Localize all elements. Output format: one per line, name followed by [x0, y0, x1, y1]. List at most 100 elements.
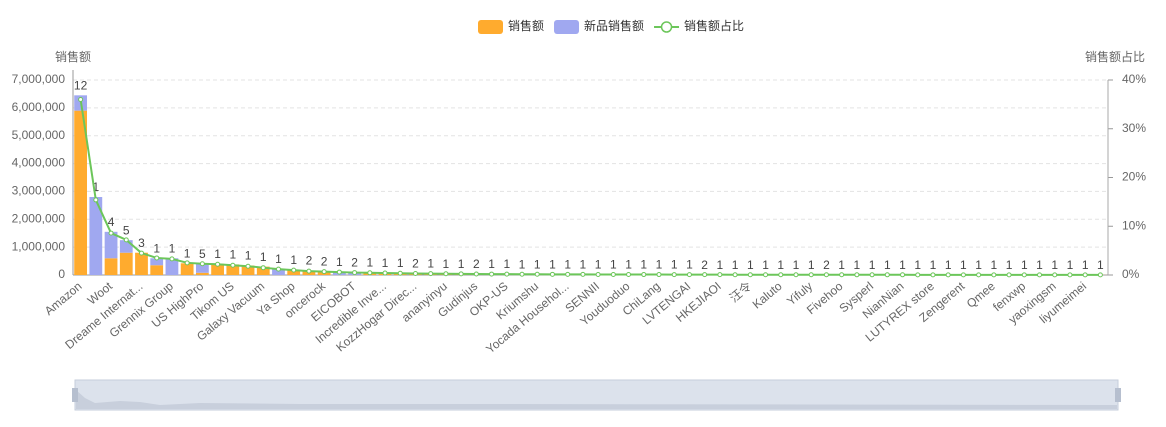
y-tick-label: 0 [58, 267, 65, 281]
y-tick-label: 5,000,000 [12, 128, 66, 142]
count-label: 1 [610, 258, 617, 272]
line-point [1082, 272, 1088, 278]
count-label: 1 [960, 258, 967, 272]
bar [89, 197, 103, 275]
line-point [108, 230, 114, 236]
count-label: 1 [793, 258, 800, 272]
bar [74, 110, 88, 276]
count-label: 1 [229, 248, 236, 262]
y2-tick-label: 30% [1122, 121, 1146, 135]
bar [195, 272, 209, 275]
count-label: 1 [945, 258, 952, 272]
count-label: 1 [427, 257, 434, 271]
line-point [869, 272, 875, 278]
count-label: 1 [747, 258, 754, 272]
line-point [808, 272, 814, 278]
line-point [656, 272, 662, 278]
count-label: 1 [245, 249, 252, 263]
count-label: 1 [92, 180, 99, 194]
line-point [123, 237, 129, 243]
line-point [580, 271, 586, 277]
line-point [976, 272, 982, 278]
legend-swatch [554, 20, 580, 34]
zoom-handle[interactable] [72, 388, 78, 402]
line-point [884, 272, 890, 278]
line-point [732, 272, 738, 278]
y2-tick-label: 0% [1122, 267, 1140, 281]
count-label: 1 [275, 252, 282, 266]
line-point [671, 272, 677, 278]
count-label: 5 [123, 223, 130, 237]
legend-label: 销售额 [508, 18, 544, 33]
count-label: 1 [640, 258, 647, 272]
legend-swatch [660, 21, 673, 33]
line-point [1097, 272, 1103, 278]
line-point [565, 271, 571, 277]
count-label: 1 [458, 257, 465, 271]
line-point [763, 272, 769, 278]
line-point [443, 271, 449, 277]
line-point [336, 269, 342, 275]
line-point [823, 272, 829, 278]
line-point [352, 270, 358, 276]
line-point [900, 272, 906, 278]
data-zoom[interactable] [72, 379, 1121, 411]
line-point [626, 272, 632, 278]
count-label: 1 [869, 258, 876, 272]
count-label: 1 [884, 258, 891, 272]
count-label: 1 [717, 258, 724, 272]
line-point [534, 271, 540, 277]
bar [211, 263, 224, 275]
line-point [78, 97, 84, 102]
count-label: 1 [930, 258, 937, 272]
line-point [839, 272, 845, 278]
count-label: 1 [1082, 258, 1089, 272]
count-label: 2 [473, 257, 480, 271]
y-tick-label: 3,000,000 [12, 184, 66, 198]
count-label: 5 [199, 247, 206, 261]
line-point [930, 272, 936, 278]
bar [226, 264, 240, 275]
bar [195, 263, 209, 273]
bar [256, 266, 270, 275]
count-label: 2 [823, 258, 830, 272]
bar [135, 252, 148, 275]
legend-swatch [478, 20, 503, 34]
line-point [245, 263, 251, 269]
line-point [686, 272, 692, 278]
x-tick-label: Kaluto [750, 279, 785, 312]
count-label: 4 [108, 215, 115, 229]
count-label: 12 [74, 78, 88, 92]
line-point [230, 262, 236, 268]
line-point [397, 270, 403, 276]
count-label: 1 [991, 258, 998, 272]
bar [150, 265, 164, 275]
count-label: 1 [443, 257, 450, 271]
count-label: 1 [290, 253, 297, 267]
line-point [489, 271, 495, 277]
bar [150, 258, 164, 266]
line-point [382, 270, 388, 276]
y2-tick-label: 10% [1122, 218, 1146, 232]
bar [104, 231, 118, 259]
count-label: 1 [625, 258, 632, 272]
count-label: 1 [519, 257, 526, 271]
line-point [549, 271, 555, 277]
line-point [519, 271, 525, 277]
count-label: 1 [854, 258, 861, 272]
line-point [915, 272, 921, 278]
line-point [93, 197, 99, 203]
line-point [1021, 272, 1027, 278]
zoom-handle[interactable] [1115, 388, 1121, 402]
line-point [138, 250, 144, 256]
line-point [1052, 272, 1058, 278]
count-label: 1 [580, 258, 587, 272]
y-tick-label: 2,000,000 [12, 211, 66, 225]
legend-label: 新品销售额 [584, 18, 644, 33]
count-label: 1 [169, 241, 176, 255]
count-label: 1 [595, 258, 602, 272]
y-tick-label: 4,000,000 [12, 156, 66, 170]
count-label: 1 [975, 258, 982, 272]
line-point [367, 270, 373, 276]
count-label: 1 [336, 255, 343, 269]
